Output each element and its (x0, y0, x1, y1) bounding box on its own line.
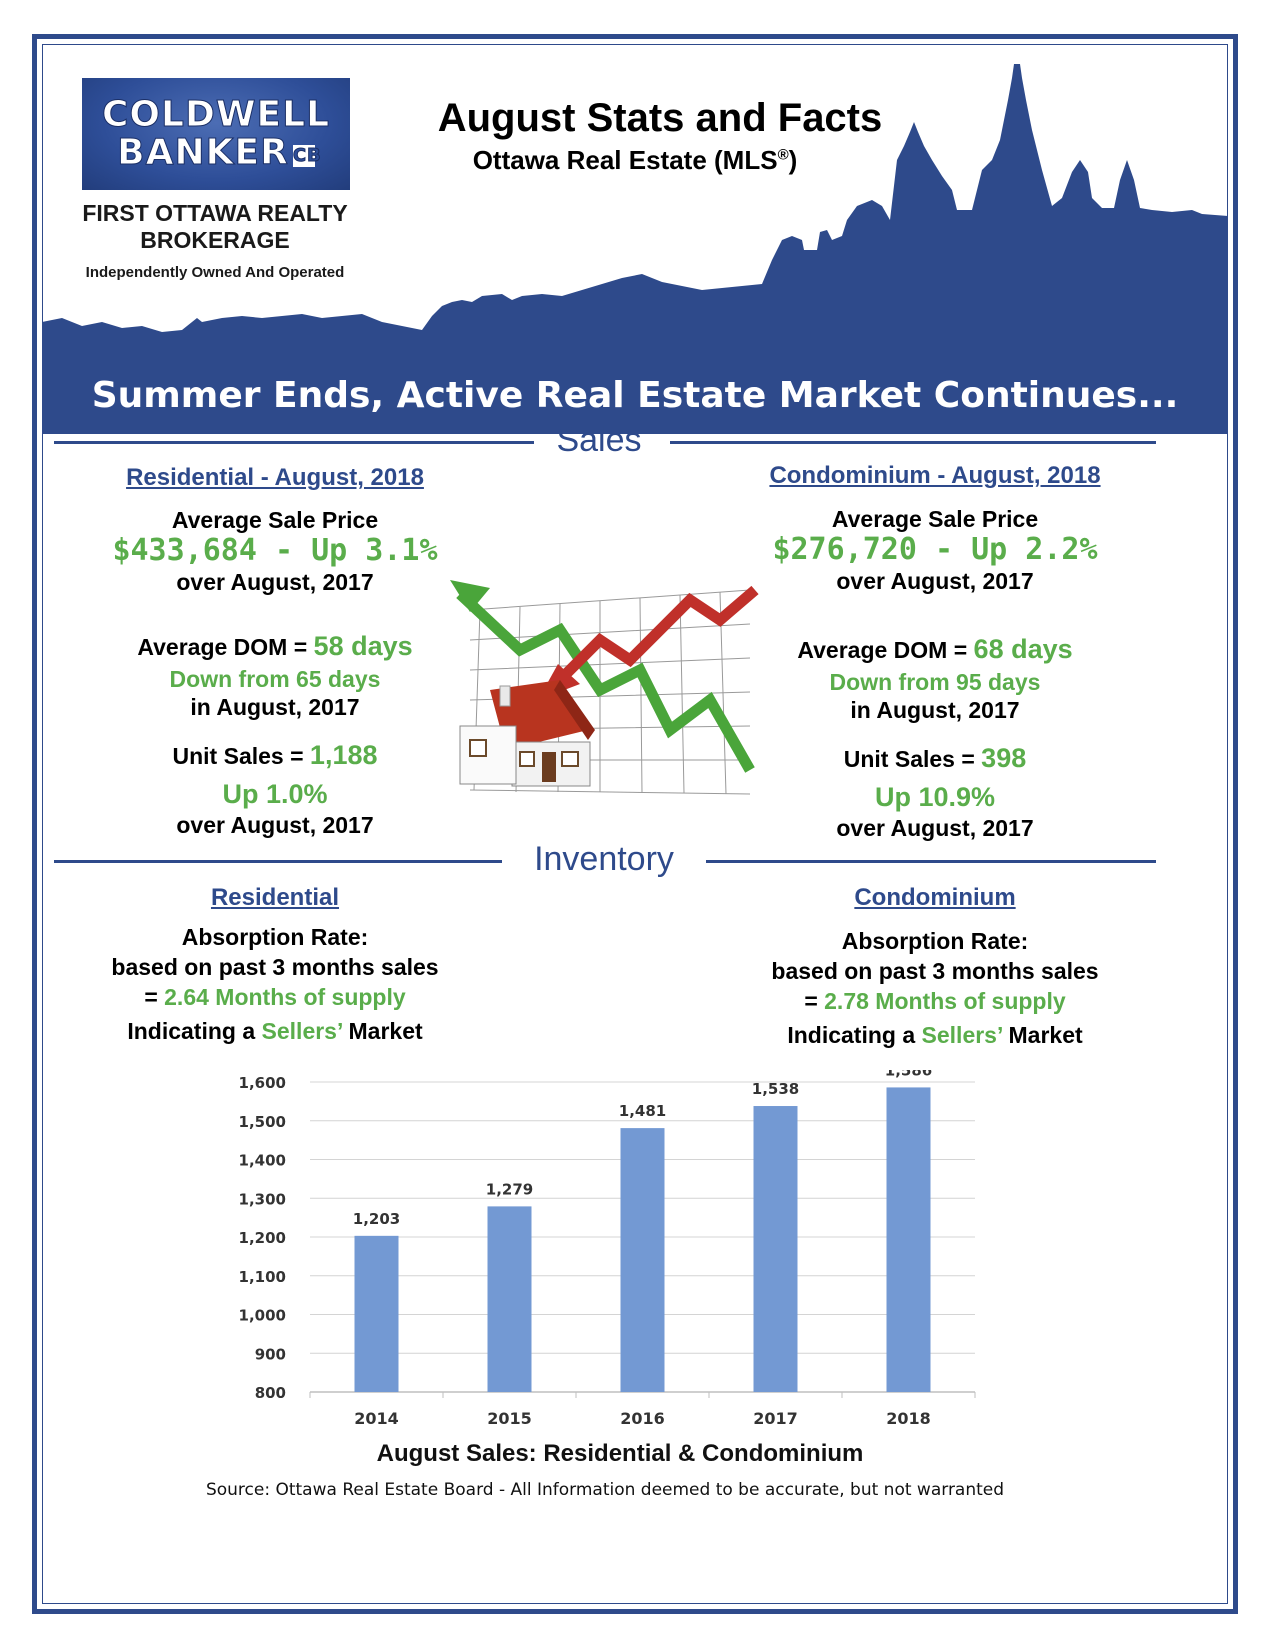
data-label-2016: 1,481 (619, 1102, 666, 1120)
sales-divider-left (54, 441, 534, 444)
x-tick-label-2016: 2016 (620, 1409, 665, 1428)
residential-unit-sales-block: Unit Sales = 1,188 Up 1.0% over August, … (172, 740, 378, 838)
x-tick-label-2015: 2015 (487, 1409, 532, 1428)
y-tick-label: 1,600 (239, 1074, 286, 1092)
ottawa-skyline-image (42, 64, 1228, 434)
residential-sales-heading: Residential - August, 2018 (126, 464, 424, 491)
condominium-avg-price-block: Average Sale Price $276,720 - Up 2.2% ov… (740, 505, 1130, 595)
sales-divider-right (670, 441, 1156, 444)
residential-dom-value: 58 days (313, 631, 413, 661)
cb-mark-icon: CB (292, 145, 322, 167)
data-label-2017: 1,538 (752, 1080, 799, 1098)
august-sales-bar-chart: 800 900 1,000 1,100 1,200 1,300 1,400 1,500 1,60… (239, 1070, 976, 1428)
residential-months-supply: 2.64 Months of supply (164, 984, 406, 1010)
brokerage-tagline: Independently Owned And Operated (85, 264, 345, 281)
y-tick-label: 1,200 (239, 1229, 286, 1247)
residential-inventory-heading: Residential (210, 884, 340, 911)
coldwell-banker-logo: COLDWELL BANKER CB (82, 78, 350, 190)
x-tick-label-2018: 2018 (886, 1409, 931, 1428)
bar-2017 (753, 1106, 798, 1392)
y-tick-label: 900 (255, 1345, 286, 1363)
x-tick-label-2014: 2014 (354, 1409, 399, 1428)
inner-border (42, 44, 1228, 1604)
bar-2015 (487, 1206, 532, 1392)
data-label-2015: 1,279 (486, 1180, 533, 1198)
residential-avg-price-block: Average Sale Price $433,684 - Up 3.1% ov… (80, 506, 470, 596)
inventory-divider-right (706, 860, 1156, 863)
logo-text-banker: BANKER (117, 132, 289, 173)
y-tick-label: 1,500 (239, 1113, 286, 1131)
chart-title: August Sales: Residential & Condominium (376, 1440, 864, 1467)
logo-text-coldwell: COLDWELL (101, 94, 331, 135)
residential-absorption-block: Absorption Rate: based on past 3 months … (111, 924, 439, 1044)
condominium-dom-block: Average DOM = 68 days Down from 95 days … (797, 634, 1073, 723)
x-tick-label-2017: 2017 (753, 1409, 798, 1428)
page-subtitle: Ottawa Real Estate (MLS®) (472, 145, 798, 175)
condominium-unit-sales-value: 398 (981, 743, 1027, 773)
inventory-section-label: Inventory (534, 840, 674, 878)
condominium-unit-sales-block: Unit Sales = 398 Up 10.9% over August, 2… (836, 743, 1034, 841)
bar-2018 (886, 1087, 931, 1392)
brokerage-name: FIRST OTTAWA REALTY BROKERAGE (82, 200, 348, 253)
condominium-avg-price-value: $276,720 - Up 2.2% (772, 532, 1098, 567)
residential-avg-price-value: $433,684 - Up 3.1% (112, 533, 438, 568)
bar-2016 (620, 1128, 665, 1392)
y-tick-label: 1,100 (239, 1268, 286, 1286)
residential-dom-block: Average DOM = 58 days Down from 65 days … (137, 631, 413, 720)
data-label-2014: 1,203 (353, 1210, 400, 1228)
y-tick-label: 800 (255, 1384, 286, 1402)
condominium-sales-heading: Condominium - August, 2018 (769, 462, 1101, 489)
sales-section-label: Sales (556, 421, 642, 459)
condominium-absorption-block: Absorption Rate: based on past 3 months … (771, 928, 1099, 1048)
residential-unit-sales-value: 1,188 (309, 740, 378, 770)
y-tick-label: 1,400 (239, 1152, 286, 1170)
page-title: August Stats and Facts (437, 96, 883, 140)
condominium-dom-value: 68 days (973, 634, 1073, 664)
y-tick-label: 1,000 (239, 1307, 286, 1325)
condominium-inventory-heading: Condominium (854, 884, 1016, 911)
y-tick-label: 1,300 (239, 1190, 286, 1208)
house-market-graph-image (450, 580, 759, 795)
inventory-divider-left (54, 860, 502, 863)
data-label-2018: 1,586 (885, 1070, 932, 1079)
outer-border (32, 34, 1238, 1614)
bar-2014 (354, 1235, 399, 1392)
source-note: Source: Ottawa Real Estate Board - All I… (205, 1480, 1005, 1500)
banner-headline: Summer Ends, Active Real Estate Market C… (91, 375, 1179, 416)
condominium-months-supply: 2.78 Months of supply (824, 988, 1066, 1014)
